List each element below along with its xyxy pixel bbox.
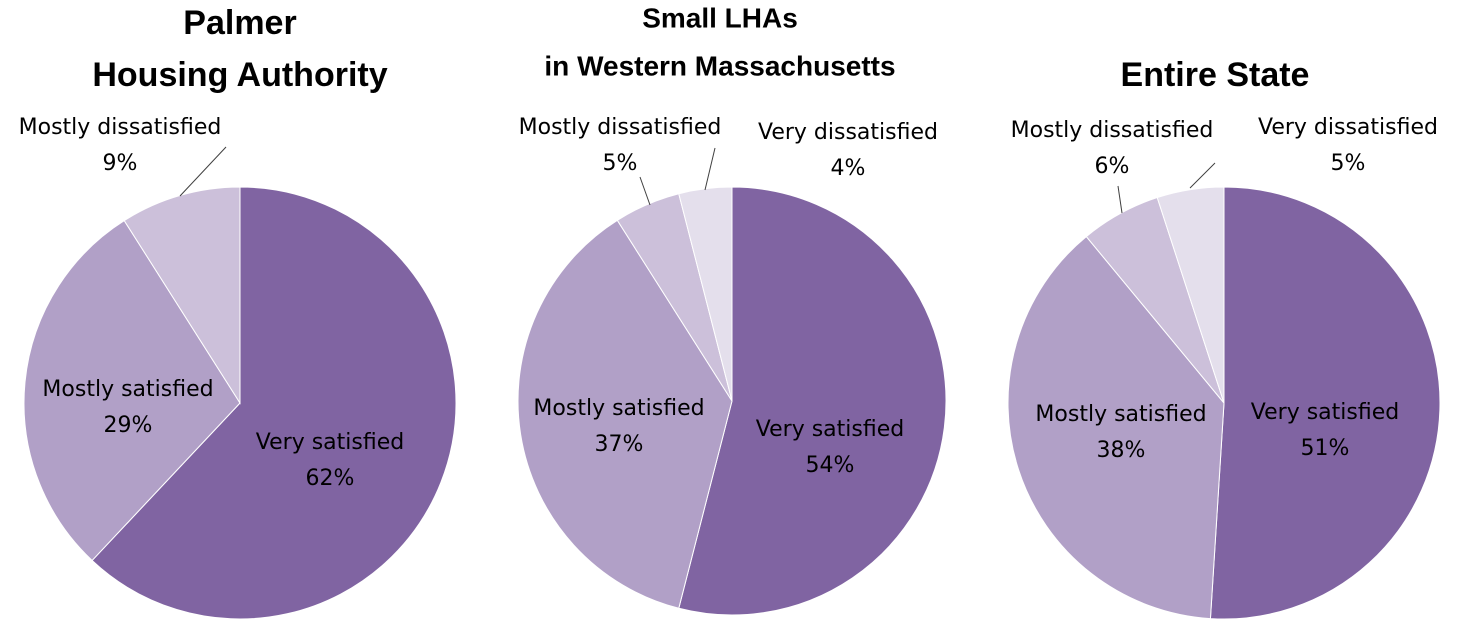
slice-label: Very dissatisfied: [758, 120, 938, 145]
leader-line: [704, 147, 716, 191]
slice-label: Very dissatisfied: [1258, 115, 1438, 140]
pie-slice: [1156, 186, 1225, 404]
pie-slice: [1209, 186, 1441, 619]
slice-label: Mostly satisfied: [42, 377, 213, 402]
pie-slice: [678, 186, 947, 616]
pie-slice: [91, 186, 457, 619]
slice-label: Mostly satisfied: [533, 396, 704, 421]
slice-value: 38%: [1097, 438, 1146, 463]
leader-line: [639, 176, 651, 206]
chart-title: Palmer: [183, 4, 296, 42]
slice-value: 54%: [806, 453, 855, 478]
leader-line: [1117, 185, 1123, 214]
leader-line: [179, 146, 227, 197]
slice-value: 6%: [1095, 154, 1130, 179]
slice-label: Very satisfied: [256, 430, 404, 455]
slice-value: 37%: [595, 432, 644, 457]
slice-value: 5%: [1331, 151, 1366, 176]
slice-label: Mostly dissatisfied: [519, 115, 722, 140]
slice-label: Very satisfied: [756, 417, 904, 442]
slice-value: 5%: [603, 151, 638, 176]
chart-title: Small LHAs: [642, 2, 798, 33]
slice-value: 51%: [1301, 436, 1350, 461]
slice-label: Mostly satisfied: [1035, 402, 1206, 427]
slice-label: Very satisfied: [1251, 400, 1399, 425]
slice-value: 9%: [103, 151, 138, 176]
slice-value: 29%: [104, 413, 153, 438]
slice-value: 4%: [831, 156, 866, 181]
chart-title: in Western Massachusetts: [544, 50, 895, 81]
slice-label: Mostly dissatisfied: [1011, 118, 1214, 143]
chart-title: Housing Authority: [92, 56, 387, 94]
leader-line: [1189, 162, 1216, 189]
slice-label: Mostly dissatisfied: [19, 115, 222, 140]
pie-slice: [23, 219, 241, 562]
chart-title: Entire State: [1121, 56, 1310, 94]
pie-slice: [1007, 235, 1225, 619]
slice-value: 62%: [306, 466, 355, 491]
